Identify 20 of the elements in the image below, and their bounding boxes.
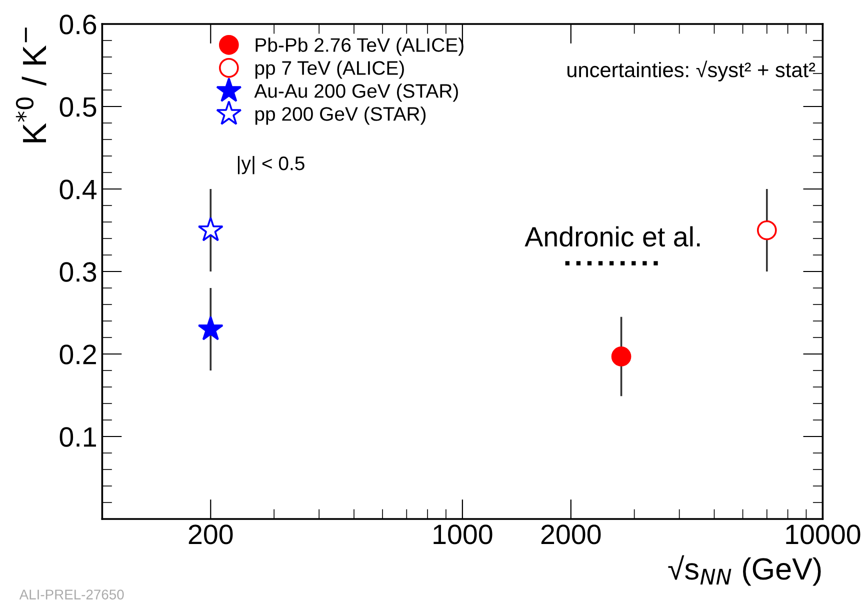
annotation: |y| < 0.5	[238, 156, 304, 174]
y-axis-title: K$^{*0}$ / K$^{−}$	[16, 28, 46, 142]
x-tick-label: 10000	[786, 524, 860, 544]
x-tick-label: 200	[188, 524, 233, 544]
x-axis-title: √s$_{NN}$ (GeV)	[668, 555, 821, 586]
text: ALI-PREL-27650	[19, 590, 124, 600]
y-tick-label: 0.1	[60, 427, 96, 447]
y-tick-label: 0.6	[60, 14, 96, 34]
series-label: Andronic et al.	[524, 226, 700, 247]
y-tick-label: 0.3	[60, 262, 96, 282]
legend-label: Pb-Pb 2.76 TeV (ALICE)	[256, 38, 464, 56]
y-tick-label: 0.4	[60, 180, 97, 200]
legend-label: Au-Au 200 GeV (STAR)	[254, 84, 458, 102]
legend-label: pp 7 TeV (ALICE)	[255, 60, 404, 79]
legend-label: pp 200 GeV (STAR)	[255, 106, 426, 125]
x-tick-label: 2000	[541, 524, 601, 544]
y-tick-label: 0.5	[60, 97, 96, 117]
annotation: uncertainties: √syst² + stat²	[567, 60, 816, 82]
y-tick-label: 0.2	[60, 344, 96, 364]
x-tick-label: 1000	[434, 524, 492, 544]
